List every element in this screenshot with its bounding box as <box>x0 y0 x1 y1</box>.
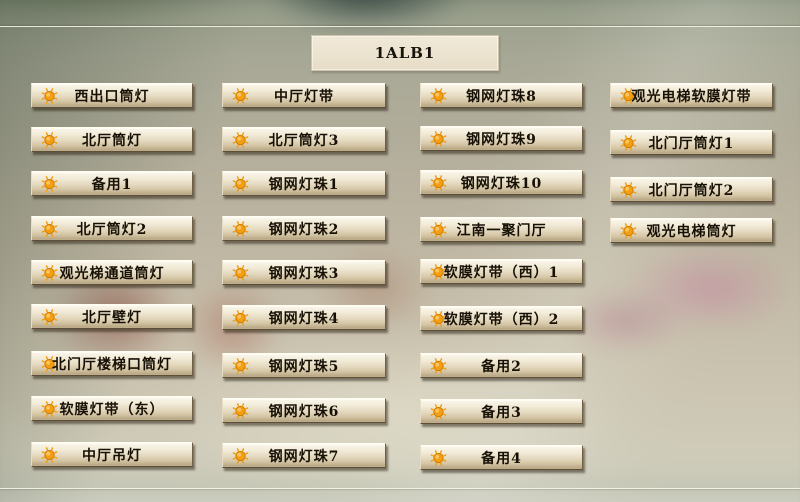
light-button-label: 北厅壁灯 <box>82 309 142 326</box>
light-button-label: 钢网灯珠7 <box>268 448 340 465</box>
light-button[interactable]: 钢网灯珠4 <box>222 305 386 330</box>
light-button[interactable]: 北厅筒灯3 <box>222 127 386 152</box>
sun-icon <box>232 264 249 281</box>
light-button[interactable]: 备用2 <box>420 353 583 378</box>
sun-icon <box>41 264 58 281</box>
sun-icon <box>41 308 58 325</box>
light-button-label: 钢网灯珠1 <box>268 176 340 193</box>
light-button[interactable]: 钢网灯珠7 <box>222 443 386 468</box>
light-button-label: 中厅吊灯 <box>82 447 142 464</box>
sun-icon <box>41 446 58 463</box>
light-button-label: 备用3 <box>481 404 522 421</box>
light-button-label: 北厅筒灯3 <box>268 132 340 149</box>
light-button[interactable]: 观光电梯软膜灯带 <box>610 83 773 108</box>
light-button-label: 北门厅筒灯1 <box>648 135 735 152</box>
light-button[interactable]: 北门厅筒灯2 <box>610 177 773 202</box>
light-button-label: 备用1 <box>91 176 133 193</box>
light-button-label: 西出口筒灯 <box>74 88 150 105</box>
panel-title-box: 1ALB1 <box>311 35 499 71</box>
sun-icon <box>232 220 249 237</box>
light-button-label: 钢网灯珠9 <box>466 131 537 148</box>
sun-icon <box>232 309 249 326</box>
light-button[interactable]: 钢网灯珠1 <box>222 171 386 196</box>
sun-icon <box>430 130 447 147</box>
light-button[interactable]: 备用4 <box>420 445 583 470</box>
light-button[interactable]: 观光电梯筒灯 <box>610 218 773 243</box>
light-button[interactable]: 北厅筒灯2 <box>31 216 193 241</box>
sun-icon <box>430 174 447 191</box>
light-button-label: 北厅筒灯2 <box>76 221 148 238</box>
light-button[interactable]: 钢网灯珠5 <box>222 353 386 378</box>
sun-icon <box>620 134 637 151</box>
sun-icon <box>41 355 58 372</box>
sun-icon <box>232 175 249 192</box>
sun-icon <box>620 222 637 239</box>
sun-icon <box>41 87 58 104</box>
sun-icon <box>430 263 447 280</box>
light-button-label: 北门厅筒灯2 <box>648 182 735 199</box>
sun-icon <box>430 357 447 374</box>
light-button-label: 钢网灯珠5 <box>268 358 340 375</box>
light-button-label: 软膜灯带（西）2 <box>443 311 560 328</box>
sun-icon <box>430 87 447 104</box>
sun-icon <box>232 87 249 104</box>
light-button[interactable]: 中厅吊灯 <box>31 442 193 467</box>
light-button-label: 观光电梯筒灯 <box>646 223 737 240</box>
light-button[interactable]: 备用3 <box>420 399 583 424</box>
sun-icon <box>41 220 58 237</box>
light-button[interactable]: 北门厅楼梯口筒灯 <box>31 351 193 376</box>
sun-icon <box>232 402 249 419</box>
sun-icon <box>620 87 637 104</box>
sun-icon <box>232 447 249 464</box>
sun-icon <box>430 403 447 420</box>
light-button[interactable]: 软膜灯带（东） <box>31 396 193 421</box>
light-button[interactable]: 软膜灯带（西）1 <box>420 259 583 284</box>
light-button-label: 软膜灯带（东） <box>59 401 165 418</box>
sun-icon <box>232 131 249 148</box>
light-button-label: 备用2 <box>481 358 522 375</box>
light-button-label: 北门厅楼梯口筒灯 <box>52 356 172 373</box>
light-button[interactable]: 观光梯通道筒灯 <box>31 260 193 285</box>
light-button[interactable]: 钢网灯珠8 <box>420 83 583 108</box>
sun-icon <box>430 449 447 466</box>
light-button[interactable]: 钢网灯珠9 <box>420 126 583 151</box>
panel-title: 1ALB1 <box>374 44 436 62</box>
light-button-label: 中厅灯带 <box>274 88 334 105</box>
light-button-label: 钢网灯珠2 <box>268 221 340 238</box>
sun-icon <box>41 400 58 417</box>
light-button-label: 北厅筒灯 <box>82 132 142 149</box>
light-button[interactable]: 中厅灯带 <box>222 83 386 108</box>
light-button[interactable]: 北厅筒灯 <box>31 127 193 152</box>
light-button[interactable]: 北厅壁灯 <box>31 304 193 329</box>
sun-icon <box>41 131 58 148</box>
sun-icon <box>232 357 249 374</box>
light-button[interactable]: 软膜灯带（西）2 <box>420 306 583 331</box>
light-button[interactable]: 钢网灯珠6 <box>222 398 386 423</box>
sun-icon <box>430 221 447 238</box>
light-button-label: 钢网灯珠6 <box>268 403 340 420</box>
light-button[interactable]: 北门厅筒灯1 <box>610 130 773 155</box>
light-button-label: 软膜灯带（西）1 <box>443 264 560 281</box>
sun-icon <box>430 310 447 327</box>
light-button-label: 钢网灯珠10 <box>460 175 543 192</box>
light-button-label: 观光梯通道筒灯 <box>59 265 165 282</box>
sun-icon <box>620 181 637 198</box>
light-button[interactable]: 备用1 <box>31 171 193 196</box>
light-button-label: 钢网灯珠4 <box>268 310 340 327</box>
light-button-label: 备用4 <box>481 450 522 467</box>
light-button[interactable]: 江南一聚门厅 <box>420 217 583 242</box>
light-button[interactable]: 钢网灯珠10 <box>420 170 583 195</box>
light-button-label: 观光电梯软膜灯带 <box>631 88 752 105</box>
light-button[interactable]: 西出口筒灯 <box>31 83 193 108</box>
light-button-label: 江南一聚门厅 <box>456 222 547 239</box>
sun-icon <box>41 175 58 192</box>
light-button-label: 钢网灯珠8 <box>466 88 537 105</box>
light-button-label: 钢网灯珠3 <box>268 265 340 282</box>
light-button[interactable]: 钢网灯珠2 <box>222 216 386 241</box>
light-button[interactable]: 钢网灯珠3 <box>222 260 386 285</box>
